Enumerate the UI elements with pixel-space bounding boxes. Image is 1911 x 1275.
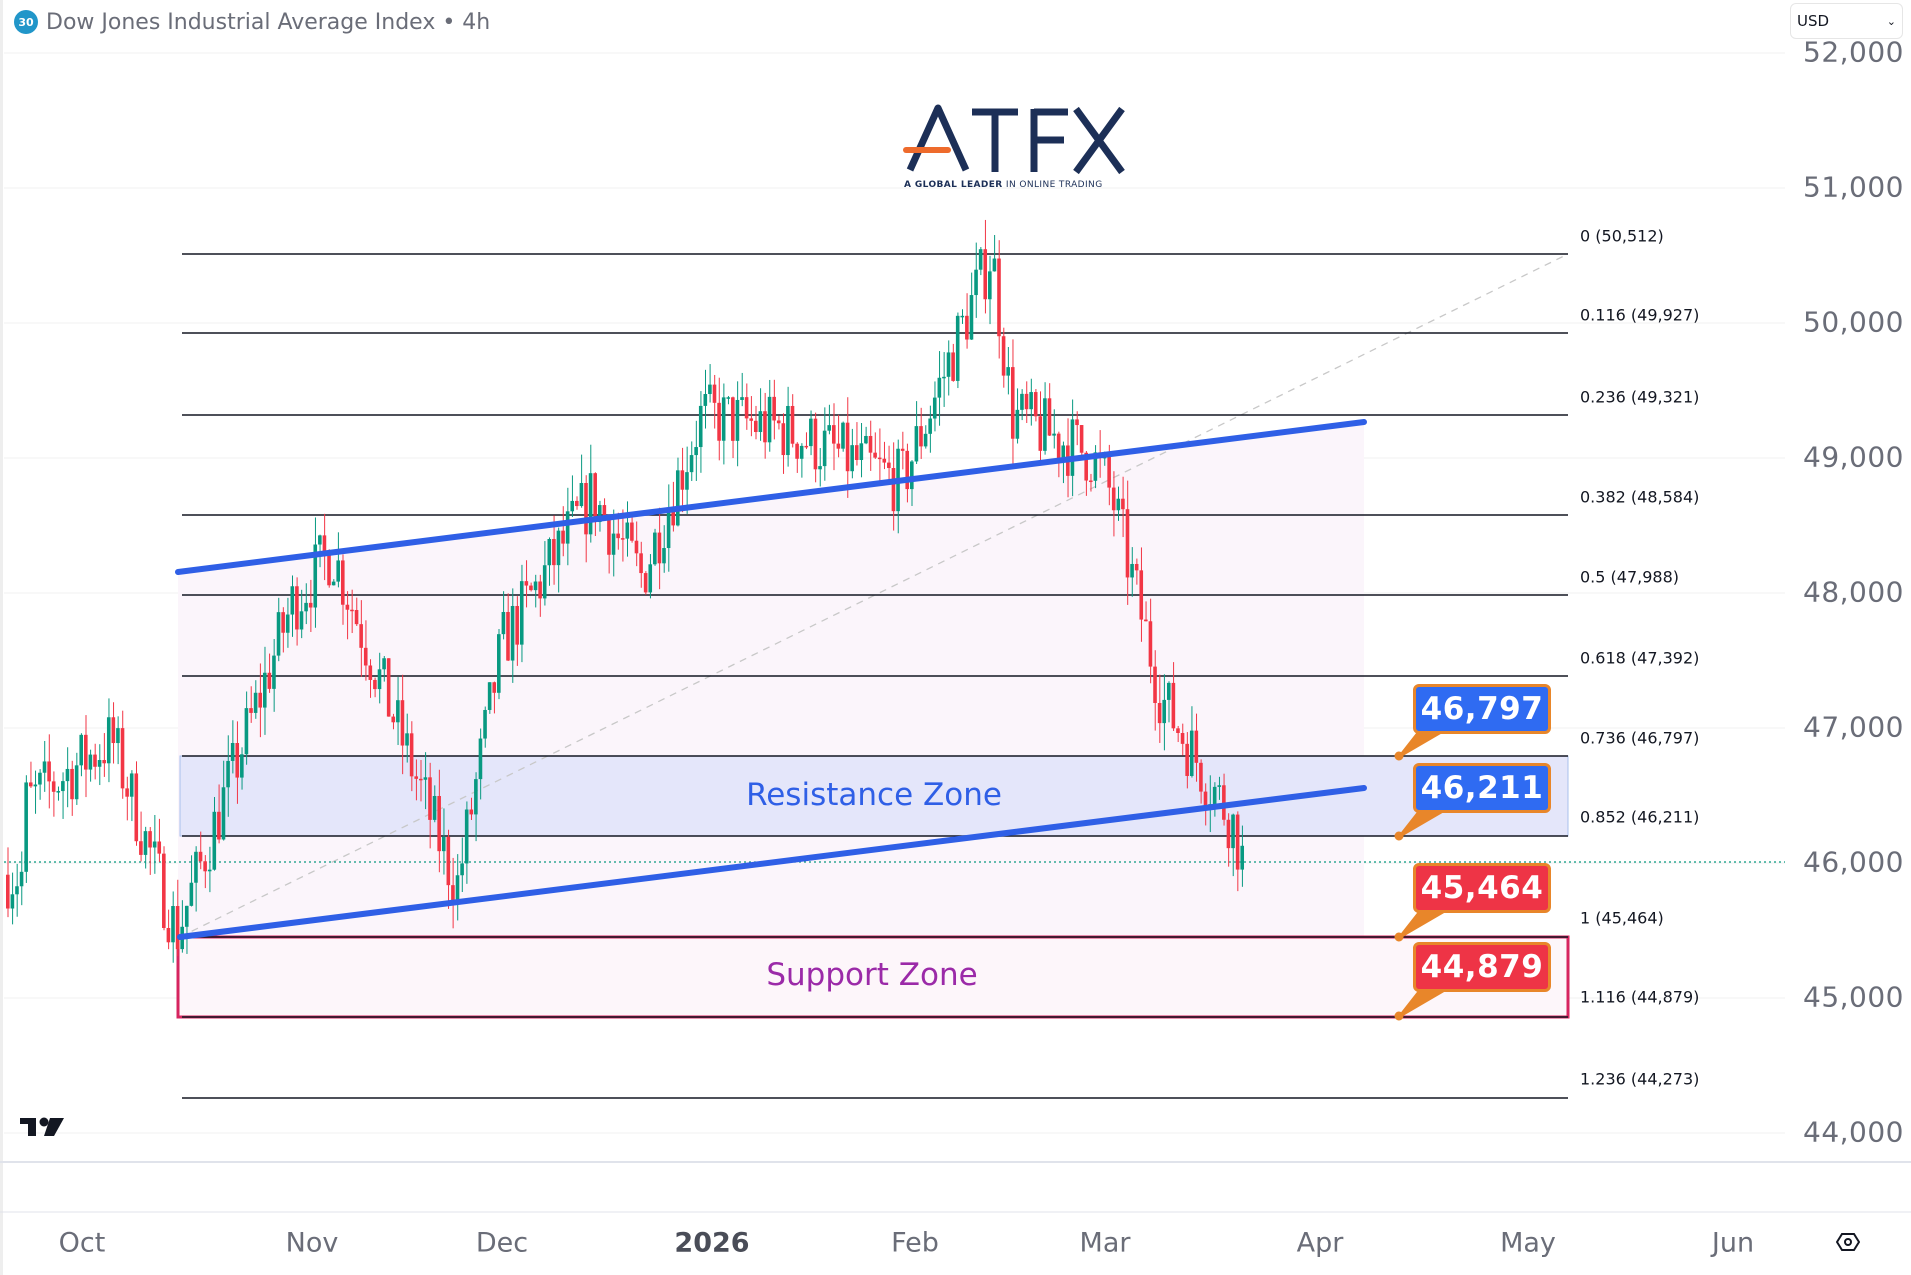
fib-label: 0.236 (49,321) — [1580, 387, 1700, 407]
x-tick: Oct — [58, 1227, 106, 1259]
callout-46797[interactable]: 46,797 — [1413, 684, 1551, 734]
fib-label: 1 (45,464) — [1580, 908, 1664, 928]
x-tick: Jun — [1711, 1227, 1755, 1259]
y-tick: 48,000 — [1803, 575, 1904, 609]
symbol-badge: 30 — [14, 10, 38, 34]
fib-lines — [182, 253, 1568, 1099]
y-tick: 47,000 — [1803, 710, 1904, 744]
fib-label: 0.618 (47,392) — [1580, 648, 1700, 668]
y-tick: 50,000 — [1803, 305, 1904, 339]
settings-gear-icon[interactable] — [1835, 1230, 1861, 1258]
fib-label: 1.116 (44,879) — [1580, 987, 1700, 1007]
x-tick: Mar — [1079, 1227, 1131, 1259]
x-tick: Nov — [285, 1227, 339, 1259]
y-tick: 52,000 — [1803, 35, 1904, 69]
callout-45464[interactable]: 45,464 — [1413, 863, 1551, 913]
fib-label: 0.736 (46,797) — [1580, 728, 1700, 748]
fib-label: 1.236 (44,273) — [1580, 1069, 1700, 1089]
callout-pointers — [1394, 726, 1454, 1021]
callout-46211[interactable]: 46,211 — [1413, 763, 1551, 813]
left-border — [0, 0, 3, 1275]
x-tick: May — [1500, 1227, 1556, 1259]
atfx-logo: A GLOBAL LEADER IN ONLINE TRADING — [900, 100, 1130, 195]
callout-44879[interactable]: 44,879 — [1413, 942, 1551, 992]
y-tick: 49,000 — [1803, 440, 1904, 474]
fib-label: 0.382 (48,584) — [1580, 487, 1700, 507]
y-tick: 51,000 — [1803, 170, 1904, 204]
y-tick: 46,000 — [1803, 845, 1904, 879]
chevron-down-icon: ⌄ — [1886, 14, 1896, 28]
fib-label: 0.5 (47,988) — [1580, 567, 1679, 587]
fib-label: 0.116 (49,927) — [1580, 305, 1700, 325]
logo-tagline: A GLOBAL LEADER IN ONLINE TRADING — [904, 180, 1103, 190]
currency-select[interactable]: USD ⌄ — [1790, 3, 1903, 39]
resistance-zone-label: Resistance Zone — [746, 777, 1002, 813]
symbol-title[interactable]: Dow Jones Industrial Average Index • 4h — [46, 9, 491, 35]
y-tick: 45,000 — [1803, 980, 1904, 1014]
tradingview-logo[interactable] — [20, 1115, 66, 1143]
x-tick: Dec — [475, 1227, 529, 1259]
x-tick: 2026 — [674, 1227, 750, 1259]
chart-header: 30 Dow Jones Industrial Average Index • … — [14, 8, 490, 36]
x-tick: Feb — [891, 1227, 939, 1259]
fib-label: 0 (50,512) — [1580, 226, 1664, 246]
currency-value: USD — [1797, 12, 1830, 30]
fib-label: 0.852 (46,211) — [1580, 807, 1700, 827]
channel-upper-line — [175, 419, 1367, 575]
channel-lower-line — [177, 785, 1367, 940]
candles — [6, 219, 1245, 963]
x-tick: Apr — [1296, 1227, 1344, 1259]
y-tick: 44,000 — [1803, 1115, 1904, 1149]
support-zone-label: Support Zone — [766, 957, 978, 993]
